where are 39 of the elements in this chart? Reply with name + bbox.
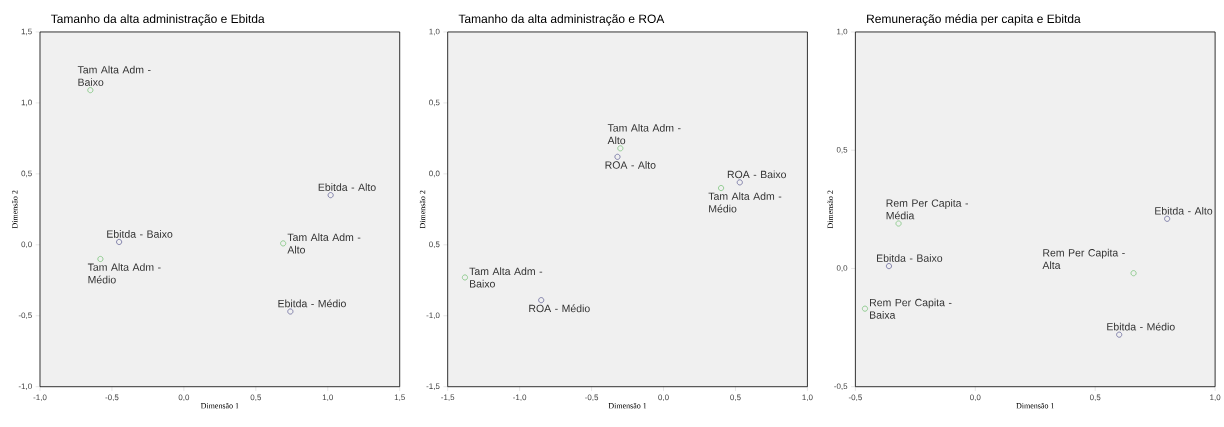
point <box>461 274 468 281</box>
annotation: Ebitda - Alto <box>318 183 376 192</box>
point <box>718 185 725 192</box>
point <box>327 192 334 199</box>
point <box>1116 331 1123 338</box>
annotation: Tam Alta Adm - Baixo <box>469 267 543 288</box>
annotation: ROA - Alto <box>605 161 656 169</box>
annotation: ROA - Baixo <box>727 170 787 179</box>
annotation: Tam Alta Adm - Médio <box>708 192 782 213</box>
annotation: Tam Alta Adm - Alto <box>287 233 361 254</box>
point <box>895 220 902 227</box>
chart-title: Tamanho da alta administração e Ebitda <box>50 14 265 26</box>
point <box>736 179 743 186</box>
chart-title: Tamanho da alta administração e ROA <box>458 14 665 26</box>
point <box>885 263 892 270</box>
point <box>538 297 545 304</box>
point <box>617 145 624 152</box>
point <box>287 308 294 315</box>
point <box>1164 215 1171 222</box>
point <box>1130 270 1137 277</box>
annotation: Rem Per Capita - Média <box>886 199 969 220</box>
annotation: Ebitda - Baixo <box>877 254 943 263</box>
annotation: Ebitda - Baixo <box>107 230 173 238</box>
annotation: Ebitda - Alto <box>1155 207 1213 215</box>
chart-title: Remuneração média per capita e Ebitda <box>867 14 1081 26</box>
point <box>87 87 94 94</box>
point <box>97 256 104 263</box>
annotation: Tam Alta Adm - Médio <box>87 263 161 284</box>
annotation: Ebitda - Médio <box>278 299 346 308</box>
annotation: Ebitda - Médio <box>1107 322 1175 331</box>
point <box>280 240 287 247</box>
point <box>861 305 868 312</box>
annotation: ROA - Médio <box>529 304 590 313</box>
annotation: Rem Per Capita - Alta <box>1042 248 1125 270</box>
annotation: Rem Per Capita - Baixa <box>870 298 952 319</box>
annotation: Tam Alta Adm - Alto <box>607 124 681 145</box>
point <box>116 239 123 246</box>
point <box>614 153 621 160</box>
annotation: Tam Alta Adm - Baixo <box>77 65 151 87</box>
